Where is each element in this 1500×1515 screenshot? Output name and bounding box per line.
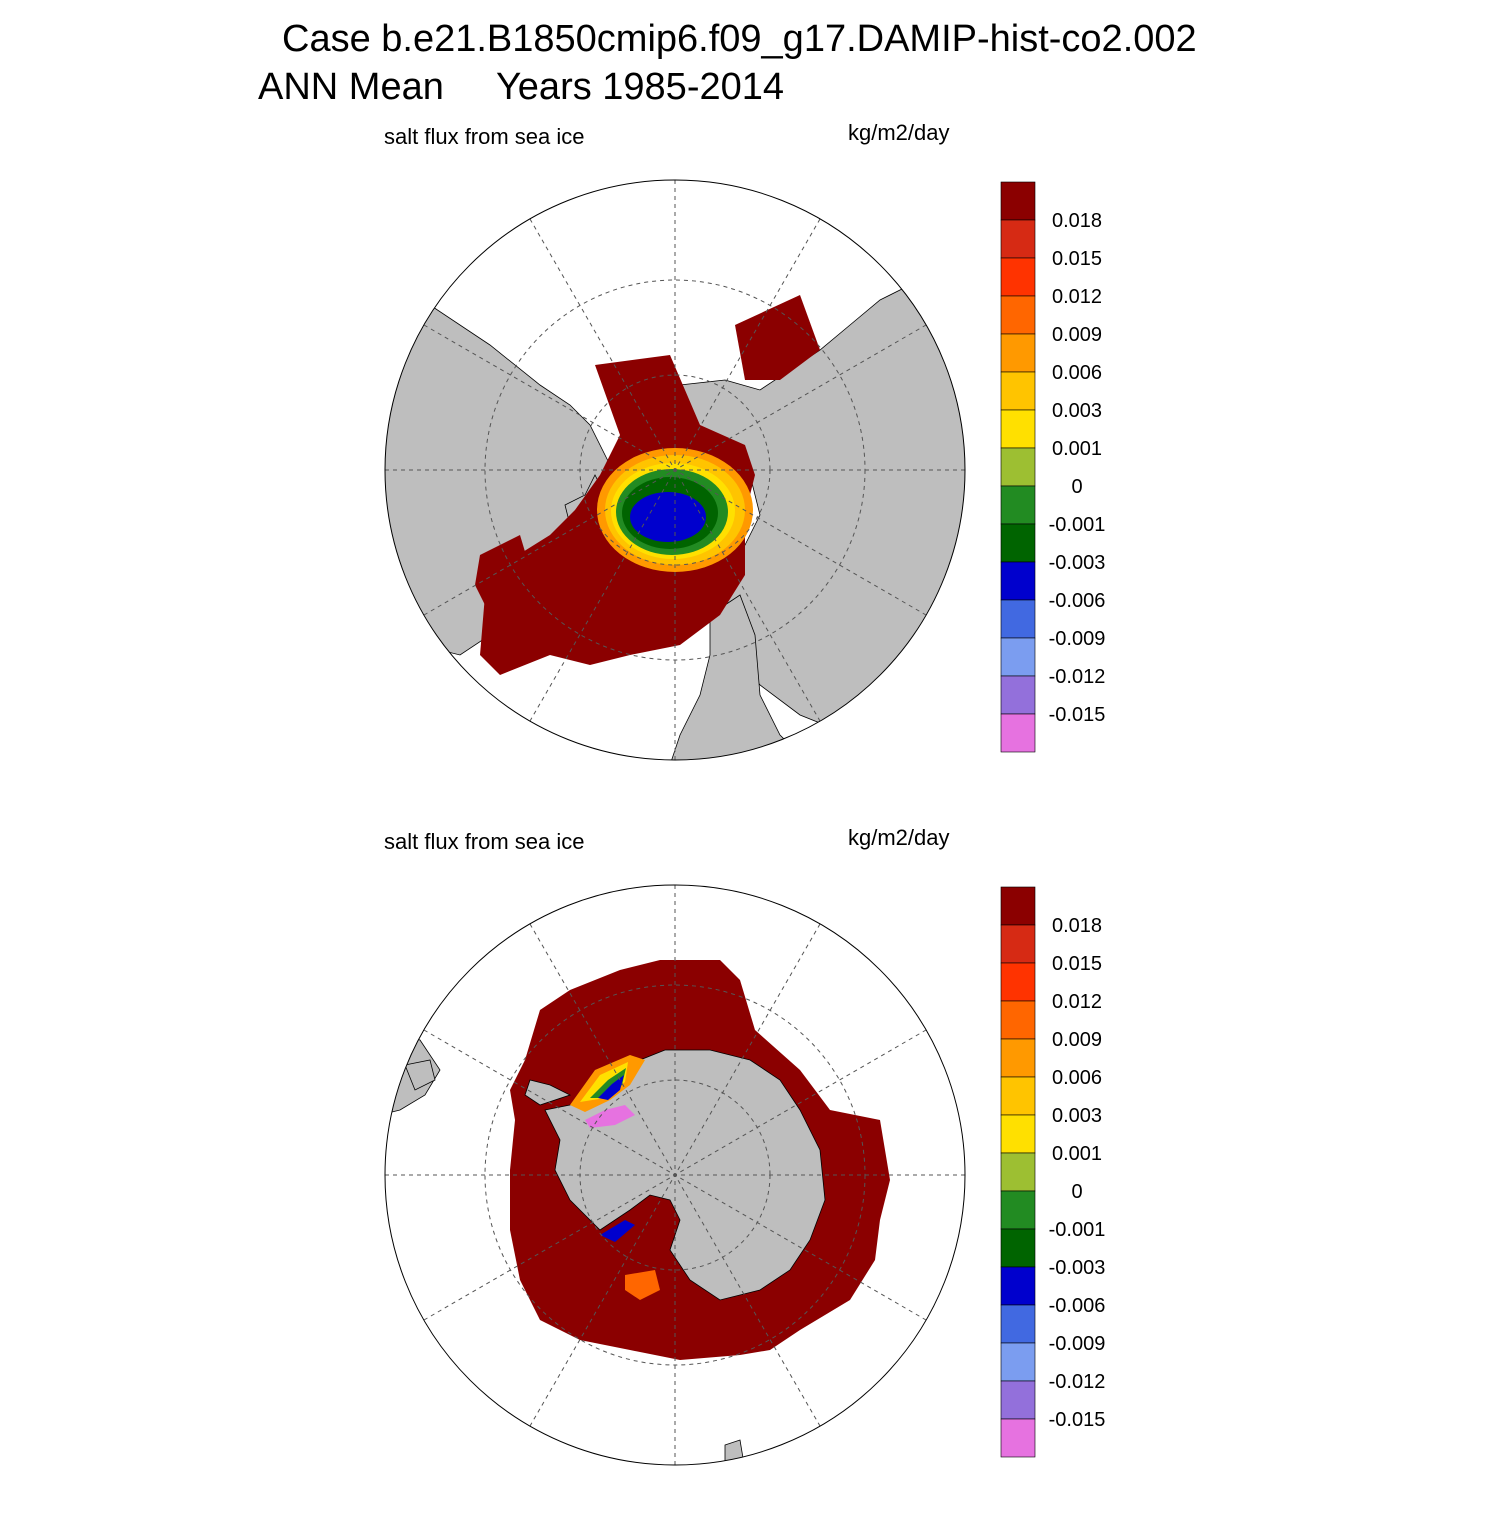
colorbar-swatch xyxy=(1000,523,1036,563)
colorbar-tick-label: -0.015 xyxy=(1049,1409,1106,1431)
colorbar-swatch xyxy=(1000,1000,1036,1040)
figure-title-case: Case b.e21.B1850cmip6.f09_g17.DAMIP-hist… xyxy=(282,18,1197,60)
colorbar-swatch xyxy=(1000,257,1036,297)
colorbar-tick-label: -0.001 xyxy=(1049,1219,1106,1241)
field-weddell-blue xyxy=(598,1075,624,1100)
colorbar: 0.018 0.015 0.012 0.009 0.006 0.003 0.001 0 -0.0… xyxy=(1000,181,1106,753)
colorbar-swatch xyxy=(1000,1190,1036,1230)
colorbar-tick-label: 0.018 xyxy=(1052,915,1102,937)
colorbar-tick-label: -0.015 xyxy=(1049,704,1106,726)
colorbar-swatch xyxy=(1000,409,1036,449)
colorbar-swatch xyxy=(1000,637,1036,677)
colorbar-tick-label: 0.001 xyxy=(1052,1143,1102,1165)
colorbar-swatch xyxy=(1000,447,1036,487)
colorbar-tick-label: 0.006 xyxy=(1052,362,1102,384)
colorbar-tick-label: -0.012 xyxy=(1049,1371,1106,1393)
colorbar-swatch xyxy=(1000,599,1036,639)
colorbar-swatch xyxy=(1000,485,1036,525)
colorbar-tick-label: 0.009 xyxy=(1052,324,1102,346)
colorbar-tick-label: -0.012 xyxy=(1049,666,1106,688)
colorbar-tick-label: 0.006 xyxy=(1052,1067,1102,1089)
colorbar-swatch xyxy=(1000,886,1036,926)
variable-label: salt flux from sea ice xyxy=(384,124,585,149)
map-border xyxy=(384,179,966,761)
colorbar-tick-label: -0.003 xyxy=(1049,552,1106,574)
colorbar-swatch xyxy=(1000,1152,1036,1192)
panel-antarctic: salt flux from sea ice kg/m2/day xyxy=(0,815,1500,1515)
map-border xyxy=(384,884,966,1466)
colorbar-tick-label: 0.018 xyxy=(1052,210,1102,232)
colorbar-swatch xyxy=(1000,295,1036,335)
colorbar-swatch xyxy=(1000,1418,1036,1458)
colorbar-tick-label: 0 xyxy=(1071,1181,1082,1203)
sea-ice-field-bering xyxy=(735,295,820,380)
colorbar-swatch xyxy=(1000,1076,1036,1116)
field-blue-core xyxy=(630,492,706,542)
colorbar-tick-label: -0.006 xyxy=(1049,590,1106,612)
colorbar-tick-label: 0.003 xyxy=(1052,1105,1102,1127)
figure-title-period: ANN Mean Years 1985-2014 xyxy=(258,66,785,108)
colorbar-tick-label: 0.009 xyxy=(1052,1029,1102,1051)
colorbar-swatch xyxy=(1000,561,1036,601)
colorbar-swatch xyxy=(1000,962,1036,1002)
field-coast-blue xyxy=(600,1220,635,1242)
graticule xyxy=(385,180,965,760)
colorbar-swatch xyxy=(1000,1038,1036,1078)
colorbar-tick-label: 0.012 xyxy=(1052,991,1102,1013)
field-ross-orange xyxy=(625,1270,660,1300)
colorbar-swatch xyxy=(1000,371,1036,411)
land-europe xyxy=(669,594,811,760)
colorbar-swatch xyxy=(1000,1304,1036,1344)
colorbar-tick-label: -0.009 xyxy=(1049,628,1106,650)
colorbar-swatch xyxy=(1000,713,1036,753)
panel-arctic: salt flux from sea ice kg/m2/day xyxy=(0,110,1500,810)
colorbar-swatch xyxy=(1000,219,1036,259)
colorbar-tick-label: -0.003 xyxy=(1049,1257,1106,1279)
colorbar: 0.018 0.015 0.012 0.009 0.006 0.003 0.001 0 -0.0… xyxy=(1000,886,1106,1458)
graticule xyxy=(385,885,965,1465)
arctic-polar-map xyxy=(384,179,966,761)
colorbar-tick-label: 0.003 xyxy=(1052,400,1102,422)
colorbar-tick-label: 0.015 xyxy=(1052,953,1102,975)
land-falklands xyxy=(404,1059,436,1091)
colorbar-swatch xyxy=(1000,1114,1036,1154)
land-antarctic-peninsula xyxy=(524,1079,572,1106)
colorbar-tick-label: 0.015 xyxy=(1052,248,1102,270)
units-label: kg/m2/day xyxy=(848,120,950,145)
colorbar-swatch xyxy=(1000,1266,1036,1306)
field-weddell-green xyxy=(590,1068,626,1098)
colorbar-swatch xyxy=(1000,181,1036,221)
variable-label: salt flux from sea ice xyxy=(384,829,585,854)
colorbar-tick-label: -0.001 xyxy=(1049,514,1106,536)
colorbar-tick-label: 0.012 xyxy=(1052,286,1102,308)
colorbar-swatch xyxy=(1000,333,1036,373)
sea-ice-field-hudson xyxy=(475,535,535,615)
colorbar-swatch xyxy=(1000,1228,1036,1268)
units-label: kg/m2/day xyxy=(848,825,950,850)
colorbar-tick-label: -0.009 xyxy=(1049,1333,1106,1355)
colorbar-swatch xyxy=(1000,924,1036,964)
colorbar-tick-label: 0 xyxy=(1071,476,1082,498)
colorbar-swatch xyxy=(1000,675,1036,715)
colorbar-tick-label: -0.006 xyxy=(1049,1295,1106,1317)
field-weddell-pink xyxy=(585,1105,635,1128)
colorbar-swatch xyxy=(1000,1380,1036,1420)
antarctic-polar-map xyxy=(384,884,966,1466)
colorbar-swatch xyxy=(1000,1342,1036,1382)
colorbar-tick-label: 0.001 xyxy=(1052,438,1102,460)
